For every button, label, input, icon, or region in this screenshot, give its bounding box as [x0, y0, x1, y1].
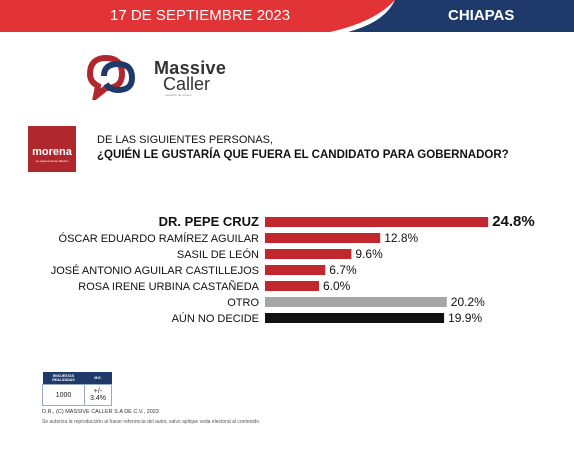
brand-name-line2: Caller — [163, 74, 211, 94]
morena-logo-text: morena — [32, 146, 72, 158]
header-banner — [0, 0, 574, 32]
category-label: ÓSCAR EDUARDO RAMÍREZ AGUILAR — [59, 232, 260, 245]
morena-logo-tagline: La esperanza de México — [35, 159, 69, 163]
results-bar-chart: DR. PEPE CRUZ 24.8% ÓSCAR EDUARDO RAMÍREZ … — [51, 213, 535, 325]
massive-caller-logo-icon — [86, 54, 136, 100]
category-label: DR. PEPE CRUZ — [159, 214, 259, 229]
bar — [265, 281, 319, 291]
footer-copyright: D.R., (C) MASSIVE CALLER S.A DE C.V., 20… — [42, 409, 159, 415]
header-navy-band — [348, 0, 574, 32]
morena-logo — [28, 126, 76, 172]
surveys-header: ENCUESTAS REALIZADAS — [42, 372, 85, 385]
bar — [265, 265, 326, 275]
value-label: 24.8% — [492, 213, 535, 230]
bar — [265, 217, 489, 227]
footer-note: Se autoriza la reproducción al hacer ref… — [42, 419, 261, 425]
value-label: 6.0% — [323, 279, 351, 293]
bar — [265, 313, 445, 323]
survey-info-table: ENCUESTAS REALIZADAS M.E. 1000 +/- 3.4% — [42, 372, 113, 406]
margin-error-header: M.E. — [84, 372, 112, 385]
brand-name-line1: Massive — [154, 58, 227, 78]
question-line-1: DE LAS SIGUIENTES PERSONAS, — [97, 134, 274, 146]
category-label: ROSA IRENE URBINA CASTAÑEDA — [78, 280, 259, 293]
value-label: 12.8% — [384, 231, 418, 245]
region-label: CHIAPAS — [448, 7, 515, 24]
value-label: 20.2% — [451, 295, 485, 309]
bar — [265, 297, 447, 307]
margin-error-value: +/- 3.4% — [83, 384, 113, 406]
category-label: OTRO — [227, 297, 259, 309]
value-label: 19.9% — [448, 311, 482, 325]
bar — [265, 233, 381, 243]
header-red-band — [0, 0, 395, 32]
value-label: 6.7% — [329, 263, 357, 277]
question-line-2: ¿QUIÉN LE GUSTARÍA QUE FUERA EL CANDIDAT… — [97, 149, 509, 161]
brand-tagline: medición de opinión — [165, 93, 192, 97]
value-label: 9.6% — [355, 247, 383, 261]
report-date: 17 DE SEPTIEMBRE 2023 — [110, 7, 291, 24]
category-label: AÚN NO DECIDE — [172, 312, 259, 325]
bar — [265, 249, 352, 259]
category-label: SASIL DE LEÓN — [177, 248, 259, 261]
surveys-value: 1000 — [42, 384, 85, 406]
category-label: JOSÉ ANTONIO AGUILAR CASTILLEJOS — [51, 264, 259, 277]
